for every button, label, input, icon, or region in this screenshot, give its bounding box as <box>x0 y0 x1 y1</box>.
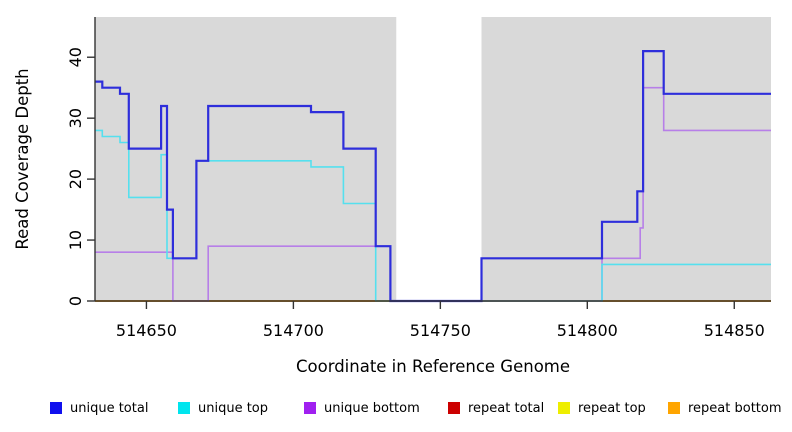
y-tick-label: 20 <box>66 169 85 189</box>
y-tick-label: 0 <box>66 296 85 306</box>
x-tick-labels: 514650 514700 514750 514800 514850 <box>116 321 765 340</box>
x-ticks <box>145 301 735 309</box>
legend-label: repeat total <box>468 400 545 416</box>
legend: unique total unique top unique bottom re… <box>0 397 792 423</box>
x-axis-title: Coordinate in Reference Genome <box>296 357 570 376</box>
repeat-total-swatch-icon <box>448 402 460 414</box>
y-axis-title: Read Coverage Depth <box>13 68 32 249</box>
y-tick-labels: 0 10 20 30 40 <box>66 47 85 306</box>
axes <box>87 17 771 309</box>
legend-label: repeat top <box>578 400 646 416</box>
y-tick-label: 30 <box>66 108 85 128</box>
x-tick-label: 514750 <box>410 321 471 340</box>
legend-label: unique bottom <box>324 400 420 416</box>
repeat-bottom-swatch-icon <box>668 402 680 414</box>
unique-total-swatch-icon <box>50 402 62 414</box>
legend-item-repeat-total: repeat total <box>448 397 544 419</box>
legend-label: unique top <box>198 400 269 416</box>
legend-label: unique total <box>70 400 149 416</box>
x-tick-label: 514650 <box>116 321 177 340</box>
legend-item-repeat-top: repeat top <box>558 397 646 419</box>
unique-bottom-swatch-icon <box>304 402 316 414</box>
legend-item-unique-bottom: unique bottom <box>304 397 420 419</box>
masked-region-band <box>396 17 482 301</box>
x-tick-label: 514850 <box>704 321 765 340</box>
y-ticks <box>87 56 95 302</box>
series-unique-total-line <box>95 50 771 303</box>
legend-item-unique-total: unique total <box>50 397 148 419</box>
legend-item-unique-top: unique top <box>178 397 268 419</box>
x-tick-label: 514800 <box>557 321 618 340</box>
y-tick-label: 40 <box>66 47 85 67</box>
y-tick-label: 10 <box>66 230 85 250</box>
unique-top-swatch-icon <box>178 402 190 414</box>
legend-item-repeat-bottom: repeat bottom <box>668 397 782 419</box>
repeat-top-swatch-icon <box>558 402 570 414</box>
legend-label: repeat bottom <box>688 400 782 416</box>
x-tick-label: 514700 <box>263 321 324 340</box>
